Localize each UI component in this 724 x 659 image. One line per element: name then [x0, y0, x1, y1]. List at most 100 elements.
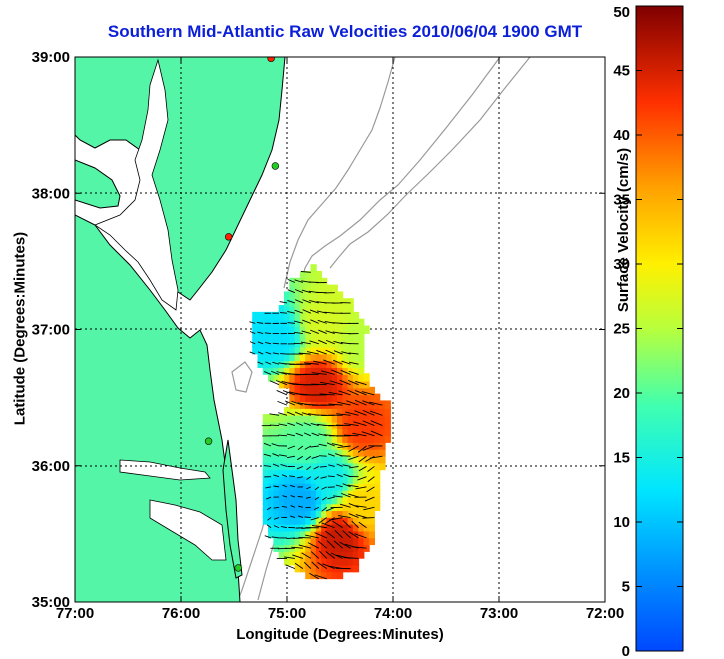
y-tick-label: 37:00 — [32, 322, 70, 339]
velocity-cell — [337, 407, 344, 416]
velocity-cell — [352, 536, 360, 546]
velocity-cell — [310, 482, 317, 491]
velocity-cell — [310, 461, 317, 471]
velocity-cell — [273, 448, 280, 457]
velocity-cell — [278, 502, 285, 512]
velocity-vector — [286, 455, 296, 459]
velocity-vector — [324, 530, 335, 539]
velocity-cell — [363, 468, 370, 477]
velocity-cell — [337, 345, 344, 355]
velocity-cell — [299, 271, 307, 280]
velocity-cell — [299, 482, 307, 491]
velocity-cell — [368, 434, 375, 443]
velocity-vector — [336, 463, 343, 467]
velocity-vector — [348, 493, 359, 498]
velocity-cell — [337, 502, 344, 512]
velocity-vector — [319, 550, 328, 559]
velocity-cell — [299, 468, 307, 477]
velocity-cell — [352, 448, 360, 457]
velocity-vector — [304, 534, 319, 539]
velocity-cell — [305, 454, 312, 464]
velocity-cell — [363, 373, 370, 382]
velocity-cell — [363, 414, 370, 423]
velocity-cell — [337, 311, 344, 321]
velocity-cell — [337, 393, 344, 403]
velocity-cell — [310, 495, 317, 505]
velocity-vector — [319, 381, 335, 386]
velocity-cell — [358, 393, 365, 403]
velocity-vector — [333, 540, 343, 549]
velocity-vector — [343, 434, 359, 437]
velocity-cell — [289, 311, 296, 321]
velocity-cell — [331, 366, 338, 375]
velocity-cell — [326, 543, 333, 552]
velocity-vector — [301, 412, 311, 416]
velocity-vector — [333, 495, 343, 498]
velocity-cell — [337, 325, 344, 334]
velocity-cell — [252, 339, 259, 348]
velocity-cell — [384, 427, 391, 437]
velocity-cell — [305, 318, 312, 328]
velocity-vector — [311, 455, 319, 459]
velocity-vector — [364, 496, 375, 502]
velocity-cell — [284, 325, 291, 334]
velocity-cell — [305, 332, 312, 341]
velocity-cell — [278, 550, 285, 559]
velocity-cell — [284, 489, 291, 498]
velocity-cell — [289, 352, 296, 362]
velocity-cell — [326, 441, 333, 450]
velocity-vector — [302, 299, 312, 304]
velocity-cell — [331, 563, 338, 573]
velocity-vector — [321, 496, 328, 501]
velocity-cell — [358, 495, 365, 505]
velocity-cell — [262, 502, 269, 512]
velocity-cell — [342, 332, 349, 341]
velocity-cell — [342, 468, 349, 477]
velocity-vector — [300, 341, 311, 345]
velocity-cell — [347, 441, 354, 450]
velocity-cell — [289, 345, 296, 355]
velocity-cell — [284, 509, 291, 518]
velocity-cell — [284, 414, 291, 423]
velocity-cell — [310, 386, 317, 396]
velocity-cell — [347, 448, 354, 457]
velocity-cell — [305, 380, 312, 389]
velocity-cell — [315, 277, 322, 287]
velocity-cell — [384, 434, 391, 443]
velocity-cell — [299, 373, 307, 382]
velocity-vector — [355, 486, 367, 490]
velocity-vector — [327, 453, 335, 457]
velocity-cell — [289, 427, 296, 437]
velocity-cell — [315, 570, 322, 580]
velocity-cell — [352, 345, 360, 355]
radar-station-marker — [204, 437, 213, 445]
velocity-cell — [310, 468, 317, 477]
velocity-cell — [363, 400, 370, 409]
velocity-cell — [337, 475, 344, 484]
velocity-cell — [305, 393, 312, 403]
velocity-cell — [289, 516, 296, 525]
velocity-cell — [268, 475, 275, 484]
velocity-vector — [362, 409, 375, 416]
velocity-cell — [352, 441, 360, 450]
velocity-cell — [294, 434, 301, 443]
velocity-cell — [326, 434, 333, 443]
velocity-cell — [299, 489, 307, 498]
velocity-vector — [294, 279, 304, 283]
velocity-cell — [284, 352, 291, 362]
velocity-cell — [347, 325, 354, 334]
velocity-vector — [313, 506, 319, 511]
velocity-cell — [331, 359, 338, 368]
velocity-vector — [273, 525, 280, 529]
velocity-cell — [384, 400, 391, 409]
velocity-cell — [326, 291, 333, 300]
velocity-cell — [347, 305, 354, 314]
velocity-cell — [337, 427, 344, 437]
velocity-cell — [363, 325, 370, 334]
velocity-cell — [347, 529, 354, 539]
velocity-cell — [299, 298, 307, 307]
velocity-vector — [265, 486, 272, 489]
velocity-cell — [262, 420, 269, 430]
velocity-cell — [347, 509, 354, 518]
velocity-vector — [272, 342, 280, 345]
